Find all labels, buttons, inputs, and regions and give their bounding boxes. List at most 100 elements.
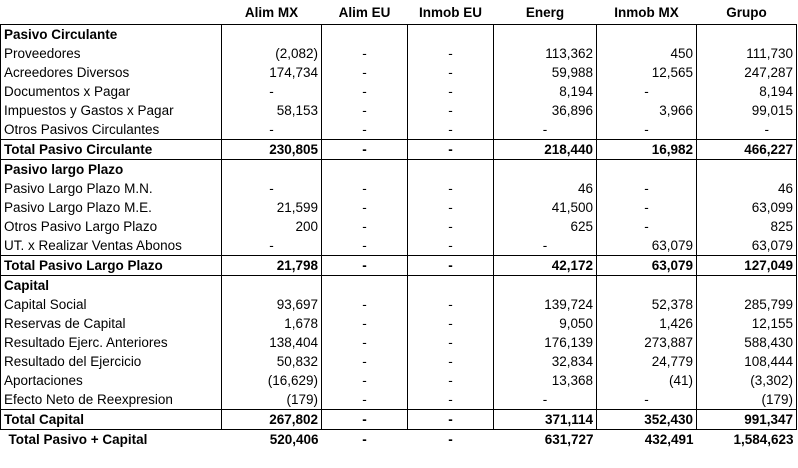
row-label: Capital Social <box>0 295 222 314</box>
inmob-eu-cell: - <box>407 390 494 410</box>
alim-mx-cell: 1,678 <box>221 314 322 333</box>
inmob-mx-cell <box>596 159 697 179</box>
row-label: UT. x Realizar Ventas Abonos <box>0 236 222 256</box>
energ-cell <box>493 24 597 44</box>
inmob-eu-cell: - <box>407 314 494 333</box>
alim-eu-cell: - <box>321 139 408 160</box>
row-label: Pasivo Largo Plazo M.E. <box>0 198 222 217</box>
inmob-eu-cell: - <box>407 371 494 390</box>
energ-cell: 371,114 <box>493 409 597 430</box>
row-label: Reservas de Capital <box>0 314 222 333</box>
row-label: Efecto Neto de Reexpresion <box>0 390 222 410</box>
grupo-cell: 63,079 <box>696 236 797 256</box>
row-label: Total Capital <box>0 409 222 430</box>
inmob-eu-cell: - <box>407 63 494 82</box>
table-row: Efecto Neto de Reexpresion (179) - - - - (179) <box>0 390 797 410</box>
inmob-mx-cell: (41) <box>596 371 697 390</box>
grupo-cell: - <box>696 120 797 140</box>
grupo-header: Grupo <box>696 0 797 25</box>
alim-eu-cell: - <box>321 255 408 276</box>
alim-eu-cell: - <box>321 120 408 140</box>
grupo-cell: 127,049 <box>696 255 797 276</box>
alim-mx-cell: 230,805 <box>221 139 322 160</box>
inmob-eu-cell <box>407 24 494 44</box>
energ-cell: 42,172 <box>493 255 597 276</box>
alim-eu-cell: - <box>321 101 408 120</box>
alim-eu-cell: - <box>321 217 408 236</box>
inmob-mx-cell: - <box>596 179 697 198</box>
inmob-mx-cell: 63,079 <box>596 236 697 256</box>
row-label: Pasivo Largo Plazo M.N. <box>0 179 222 198</box>
energ-cell: 9,050 <box>493 314 597 333</box>
table-row: Acreedores Diversos 174,734- -59,988 12,565… <box>0 63 797 82</box>
energ-cell <box>493 159 597 179</box>
grupo-cell: 825 <box>696 217 797 236</box>
alim-eu-cell: - <box>321 390 408 410</box>
alim-eu-cell: - <box>321 63 408 82</box>
inmob-eu-cell: - <box>407 139 494 160</box>
table-row: Otros Pasivos Circulantes - - - - - - <box>0 120 797 140</box>
inmob-mx-cell: 63,079 <box>596 255 697 276</box>
energ-cell: 176,139 <box>493 333 597 352</box>
energ-cell: 13,368 <box>493 371 597 390</box>
row-label: Aportaciones <box>0 371 222 390</box>
alim-eu-cell: - <box>321 236 408 256</box>
inmob-mx-cell: 432,491 <box>596 429 697 449</box>
inmob-mx-cell: 3,966 <box>596 101 697 120</box>
grupo-cell <box>696 275 797 295</box>
grupo-cell: 991,347 <box>696 409 797 430</box>
row-label: Capital <box>0 275 222 295</box>
alim-mx-cell: - <box>221 120 322 140</box>
alim-mx-cell: 21,599 <box>221 198 322 217</box>
table-row: Pasivo Largo Plazo M.N. - - -46-46 <box>0 179 797 198</box>
row-label: Resultado Ejerc. Anteriores <box>0 333 222 352</box>
inmob-eu-cell: - <box>407 409 494 430</box>
inmob-mx-cell: 24,779 <box>596 352 697 371</box>
alim-eu-cell: - <box>321 295 408 314</box>
alim-mx-cell <box>221 275 322 295</box>
section-row: Pasivo largo Plazo <box>0 159 797 179</box>
alim-eu-cell: - <box>321 314 408 333</box>
grupo-cell: 466,227 <box>696 139 797 160</box>
inmob-mx-header: Inmob MX <box>596 0 697 25</box>
inmob-mx-cell: 52,378 <box>596 295 697 314</box>
row-label: Pasivo largo Plazo <box>0 159 222 179</box>
inmob-eu-cell: - <box>407 295 494 314</box>
inmob-mx-cell: 450 <box>596 44 697 63</box>
inmob-mx-cell: 273,887 <box>596 333 697 352</box>
row-label: Total Pasivo Circulante <box>0 139 222 160</box>
table-row: Resultado Ejerc. Anteriores 138,404- -176,… <box>0 333 797 352</box>
energ-cell: 139,724 <box>493 295 597 314</box>
inmob-eu-cell: - <box>407 429 494 449</box>
alim-eu-cell: - <box>321 82 408 101</box>
table-row: Pasivo Largo Plazo M.E. 21,599- -41,500-63… <box>0 198 797 217</box>
row-label: Total Pasivo Largo Plazo <box>0 255 222 276</box>
table-row: Impuestos y Gastos x Pagar 58,153- -36,896… <box>0 101 797 120</box>
table-row: Reservas de Capital 1,678- -9,050 1,426 12,1… <box>0 314 797 333</box>
grupo-cell: (3,302) <box>696 371 797 390</box>
grupo-cell: 108,444 <box>696 352 797 371</box>
alim-eu-cell: - <box>321 44 408 63</box>
alim-mx-cell: - <box>221 82 322 101</box>
inmob-eu-cell: - <box>407 217 494 236</box>
alim-mx-cell: 21,798 <box>221 255 322 276</box>
alim-mx-cell: (2,082) <box>221 44 322 63</box>
liabilities-capital-table: Alim MX Alim EU Inmob EU Energ Inmob MX Grupo… <box>0 0 797 449</box>
inmob-mx-cell: 12,565 <box>596 63 697 82</box>
grand-total-row: Total Pasivo + Capital 520,406- -631,727 43… <box>0 429 797 449</box>
inmob-eu-header: Inmob EU <box>407 0 494 25</box>
row-label: Total Pasivo + Capital <box>0 429 222 449</box>
grupo-cell <box>696 24 797 44</box>
inmob-eu-cell: - <box>407 352 494 371</box>
grupo-cell: 285,799 <box>696 295 797 314</box>
grupo-cell: 588,430 <box>696 333 797 352</box>
energ-cell: 113,362 <box>493 44 597 63</box>
total-row: Total Capital 267,802- -371,114 352,430 991,… <box>0 409 797 430</box>
label-header <box>0 0 222 25</box>
grupo-cell: 46 <box>696 179 797 198</box>
section-row: Capital <box>0 275 797 295</box>
alim-mx-cell: - <box>221 179 322 198</box>
energ-cell: 625 <box>493 217 597 236</box>
alim-mx-header: Alim MX <box>221 0 322 25</box>
